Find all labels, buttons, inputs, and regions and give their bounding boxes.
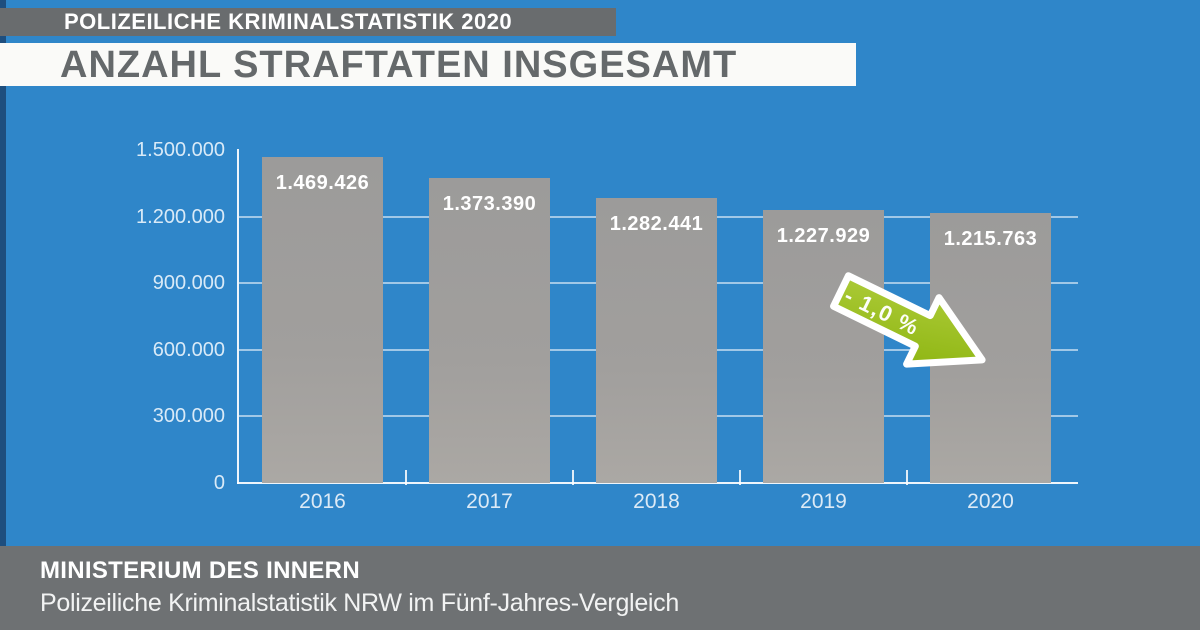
x-axis-category-label: 2017 bbox=[466, 490, 513, 513]
header-badge-label: POLIZEILICHE KRIMINALSTATISTIK 2020 bbox=[64, 9, 513, 34]
x-axis-category-label: 2020 bbox=[967, 490, 1014, 513]
header-badge: POLIZEILICHE KRIMINALSTATISTIK 2020 bbox=[0, 8, 616, 36]
x-axis-boundary-tick bbox=[739, 470, 741, 485]
x-axis-boundary-tick bbox=[405, 470, 407, 485]
bar-value-label: 1.215.763 bbox=[943, 228, 1038, 251]
bar-2020 bbox=[930, 213, 1051, 483]
x-axis-boundary-tick bbox=[906, 470, 908, 485]
x-axis-category-label: 2019 bbox=[800, 490, 847, 513]
bar-2016 bbox=[262, 156, 383, 483]
y-tick-label: 1.500.000 bbox=[136, 139, 225, 161]
bar-2017 bbox=[429, 178, 550, 483]
x-axis-line bbox=[237, 482, 1078, 484]
footer-subtitle: Polizeiliche Kriminalstatistik NRW im Fü… bbox=[40, 589, 679, 617]
footer-title: MINISTERIUM DES INNERN bbox=[40, 557, 360, 584]
x-axis-category-label: 2018 bbox=[633, 490, 680, 513]
y-tick-label: 600.000 bbox=[152, 338, 225, 361]
bar-value-label: 1.227.929 bbox=[776, 225, 871, 248]
y-tick-label: 1.200.000 bbox=[136, 205, 225, 228]
y-axis-line bbox=[237, 149, 239, 484]
y-tick-label: 0 bbox=[213, 472, 225, 494]
bar-value-label: 1.282.441 bbox=[609, 213, 704, 236]
left-edge-accent bbox=[0, 0, 6, 546]
title-banner: ANZAHL STRAFTATEN INSGESAMT bbox=[0, 43, 856, 86]
bar-value-label: 1.469.426 bbox=[275, 171, 370, 194]
page-title: ANZAHL STRAFTATEN INSGESAMT bbox=[60, 43, 738, 86]
bar-2018 bbox=[596, 198, 717, 483]
x-axis-category-label: 2016 bbox=[299, 490, 346, 513]
x-axis-boundary-tick bbox=[572, 470, 574, 485]
y-tick-label: 300.000 bbox=[152, 405, 225, 428]
bar-value-label: 1.373.390 bbox=[442, 193, 537, 216]
footer: MINISTERIUM DES INNERN Polizeiliche Krim… bbox=[0, 546, 1200, 630]
y-tick-label: 900.000 bbox=[152, 272, 225, 295]
bar-2019 bbox=[763, 210, 884, 483]
